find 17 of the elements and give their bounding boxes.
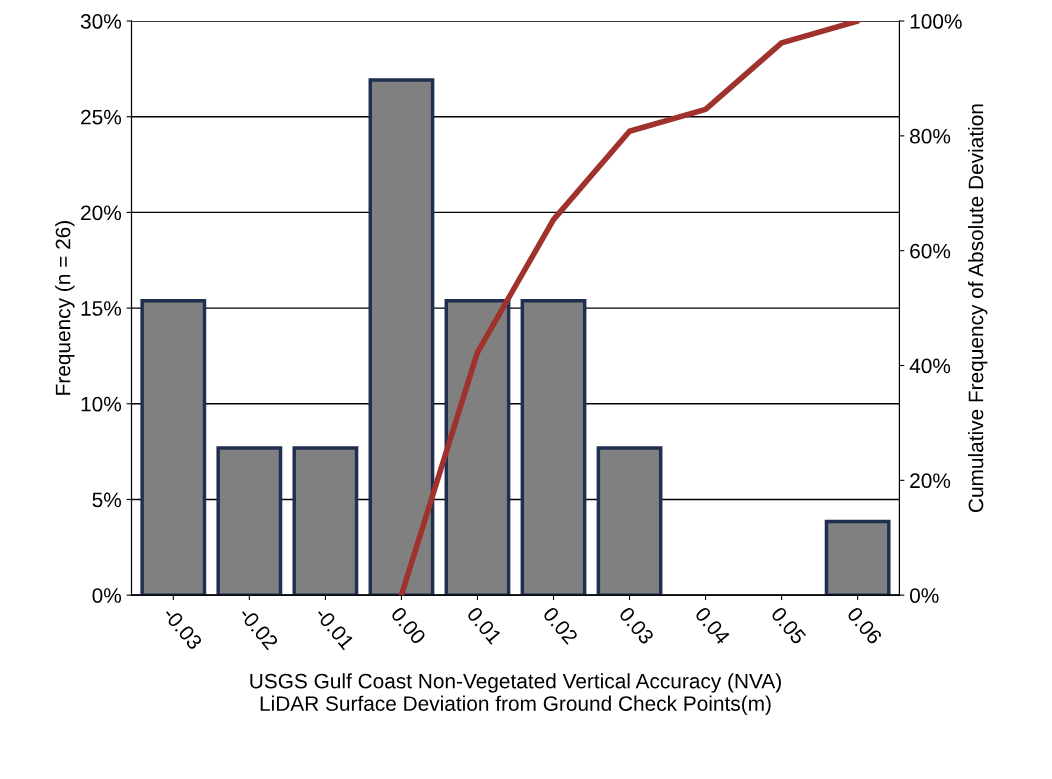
y-tick-label: 15% (81, 301, 122, 316)
x-axis-title: USGS Gulf Coast Non-Vegetated Vertical Accuracy (NVA) LiDAR Surface Deviation from Ground Check Points(m) (250, 673, 781, 716)
y-tick-label: 10% (81, 396, 122, 412)
y2-tick-label: 20% (910, 473, 951, 489)
y-axis-title: Frequency (n = 26) (55, 221, 75, 395)
y-tick-label: 5% (92, 492, 122, 508)
y2-tick-label: 100% (910, 14, 962, 29)
y2-tick-label: 60% (910, 243, 951, 259)
x-tick-label: 0.00 (390, 605, 427, 646)
y2-axis-title: Cumulative Frequency of Absolute Deviation (968, 104, 988, 512)
y-tick-label: 0% (92, 588, 122, 603)
y-tick-label: 30% (80, 14, 122, 29)
y2-tick-label: 0% (910, 588, 939, 603)
y-tick-label: 20% (81, 205, 122, 221)
y2-tick-label: 40% (909, 358, 951, 374)
y2-tick-label: 80% (910, 128, 951, 144)
y-tick-label: 25% (81, 109, 122, 125)
